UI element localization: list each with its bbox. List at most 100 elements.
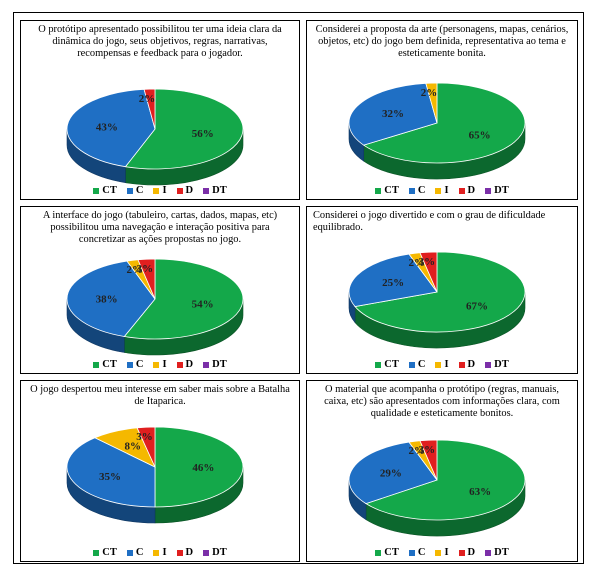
legend-label: I — [162, 547, 167, 558]
legend-item-c: C — [408, 359, 426, 370]
legend-label: D — [185, 359, 194, 370]
legend-item-d: D — [176, 185, 194, 196]
data-label-i: 2% — [409, 445, 426, 457]
data-label-c: 29% — [380, 468, 402, 480]
legend-item-c: C — [408, 185, 425, 196]
chart-panel-4: Considerei o jogo divertido e com o grau… — [306, 206, 578, 374]
data-label-c: 43% — [96, 121, 118, 133]
data-label-ct: 46% — [192, 462, 214, 474]
pie-slice-ct — [123, 258, 244, 340]
legend-swatch — [176, 361, 183, 368]
legend-swatch — [93, 187, 100, 194]
legend-swatch — [485, 187, 492, 194]
pie-slice-c — [66, 260, 156, 337]
legend-item-dt: DT — [485, 185, 509, 196]
pie-slice-c — [66, 88, 156, 168]
pie-slice-d — [419, 439, 438, 481]
pie-slice-ct — [362, 82, 526, 164]
legend-label: DT — [494, 359, 509, 370]
legend-swatch — [126, 549, 133, 556]
legend-swatch — [93, 549, 100, 556]
legend-swatch — [375, 361, 382, 368]
chart-title: Considerei a proposta da arte (personage… — [315, 24, 569, 59]
data-label-i: 2% — [421, 87, 438, 99]
chart-title: O jogo despertou meu interesse em saber … — [30, 384, 290, 407]
chart-title: O material que acompanha o protótipo (re… — [324, 384, 560, 419]
legend-swatch — [408, 187, 415, 194]
legend-swatch — [408, 361, 415, 368]
legend-label: D — [467, 547, 476, 558]
pie-chart: 56% 43% 2% — [66, 88, 244, 186]
legend-label: D — [467, 359, 476, 370]
legend-item-dt: DT — [485, 359, 509, 370]
legend-swatch — [153, 361, 160, 368]
legend-item-c: C — [126, 547, 144, 558]
legend-label: I — [444, 547, 449, 558]
legend-swatch — [435, 361, 442, 368]
legend-label: D — [185, 185, 194, 196]
data-label-i: 2% — [127, 264, 144, 276]
data-label-ct: 56% — [192, 128, 214, 140]
legend-item-i: I — [435, 185, 449, 196]
chart-title: O protótipo apresentado possibilitou ter… — [38, 24, 282, 59]
legend-label: C — [417, 547, 426, 558]
legend-swatch — [203, 549, 210, 556]
data-label-d: 3% — [419, 256, 436, 268]
data-label-c: 38% — [96, 294, 118, 306]
legend-item-d: D — [458, 185, 476, 196]
pie-slice-c — [66, 437, 156, 508]
legend-swatch — [375, 187, 382, 194]
legend-swatch — [203, 361, 210, 368]
chart-panel-5: O jogo despertou meu interesse em saber … — [20, 380, 300, 562]
legend-swatch — [458, 549, 465, 556]
legend-item-d: D — [176, 359, 194, 370]
legend-label: I — [162, 359, 167, 370]
legend-label: D — [467, 185, 476, 196]
chart-legend: CT C I D DT — [307, 185, 577, 196]
chart-legend: CT C I D DT — [21, 185, 299, 196]
legend-label: D — [185, 547, 194, 558]
pie-slice-ct — [365, 439, 526, 521]
legend-swatch — [153, 549, 160, 556]
pie-chart: 65% 32% 2% — [348, 82, 526, 180]
legend-item-i: I — [153, 359, 167, 370]
legend-item-ct: CT — [93, 185, 117, 196]
data-label-c: 35% — [99, 471, 121, 483]
pie-slice-d — [137, 258, 156, 300]
data-label-i: 2% — [409, 257, 426, 269]
figure-frame — [13, 12, 584, 564]
legend-item-ct: CT — [375, 547, 399, 558]
legend-swatch — [458, 187, 465, 194]
legend-item-c: C — [126, 359, 144, 370]
chart-panel-2: Considerei a proposta da arte (personage… — [306, 20, 578, 200]
chart-title: Considerei o jogo divertido e com o grau… — [313, 210, 546, 233]
legend-item-dt: DT — [203, 359, 227, 370]
legend-item-i: I — [153, 185, 167, 196]
legend-label: DT — [212, 547, 227, 558]
data-label-ct: 54% — [192, 298, 214, 310]
pie-slice-i — [425, 82, 438, 124]
data-label-d: 3% — [137, 263, 154, 275]
legend-label: C — [135, 359, 144, 370]
legend-label: C — [417, 359, 426, 370]
legend-swatch — [126, 187, 133, 194]
data-label-ct: 63% — [469, 486, 491, 498]
legend-label: C — [135, 547, 144, 558]
legend-label: CT — [102, 359, 117, 370]
chart-panel-3: A interface do jogo (tabuleiro, cartas, … — [20, 206, 300, 374]
legend-swatch — [176, 187, 183, 194]
legend-item-c: C — [126, 185, 143, 196]
legend-item-c: C — [408, 547, 426, 558]
legend-item-d: D — [458, 547, 476, 558]
pie-slice-ct — [154, 426, 244, 508]
legend-label: DT — [212, 359, 227, 370]
legend-swatch — [435, 187, 442, 194]
legend-swatch — [126, 361, 133, 368]
pie-chart: 46% 35% 8%3% — [66, 426, 244, 524]
legend-item-i: I — [435, 359, 449, 370]
legend-item-d: D — [176, 547, 194, 558]
legend-item-dt: DT — [203, 185, 227, 196]
legend-item-i: I — [153, 547, 167, 558]
legend-item-i: I — [435, 547, 449, 558]
legend-item-ct: CT — [375, 185, 399, 196]
